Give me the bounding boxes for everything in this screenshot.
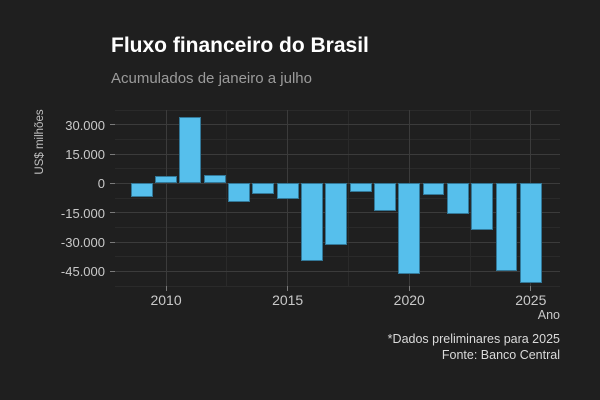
x-tick-2010 bbox=[165, 286, 167, 291]
bar-2022 bbox=[446, 183, 469, 215]
chart-subtitle: Acumulados de janeiro a julho bbox=[111, 70, 312, 87]
y-tick-label-30000: 30.000 bbox=[65, 117, 105, 133]
bar-2010 bbox=[155, 175, 177, 184]
y-tick-label-15000: 15.000 bbox=[65, 147, 105, 162]
y-tick--30000 bbox=[110, 241, 115, 243]
caption-line-preliminary: *Dados preliminares para 2025 bbox=[387, 332, 560, 346]
y-tick-30000 bbox=[110, 124, 115, 126]
y-tick-label-0: 0 bbox=[97, 176, 105, 192]
y-tick-label--45000: -45.000 bbox=[60, 264, 105, 280]
gridline-minor-y bbox=[115, 256, 560, 258]
bar-2015 bbox=[276, 183, 299, 199]
bar-2023 bbox=[471, 183, 494, 230]
x-tick-label-2025: 2025 bbox=[515, 292, 547, 308]
bar-2024 bbox=[495, 183, 518, 271]
x-tick-label-2015: 2015 bbox=[272, 292, 304, 308]
y-tick-0 bbox=[110, 182, 115, 184]
y-tick--45000 bbox=[110, 270, 115, 272]
gridline-minor-x bbox=[469, 110, 471, 286]
gridline-minor-y bbox=[115, 138, 560, 140]
y-tick-label--30000: -30.000 bbox=[60, 235, 105, 250]
gridline-minor-x bbox=[347, 110, 349, 286]
bar-2019 bbox=[373, 183, 396, 212]
gridline-major-x bbox=[165, 110, 167, 286]
y-tick--15000 bbox=[110, 212, 115, 214]
bar-2025 bbox=[519, 183, 542, 283]
x-tick-2025 bbox=[530, 286, 532, 291]
bar-2013 bbox=[228, 183, 250, 203]
x-tick-2020 bbox=[408, 286, 410, 291]
bar-2017 bbox=[325, 183, 348, 245]
y-tick-label--15000: -15.000 bbox=[60, 205, 105, 221]
gridline-minor-y bbox=[115, 109, 560, 111]
caption-line-source: Fonte: Banco Central bbox=[441, 348, 560, 362]
bar-2011 bbox=[179, 116, 202, 184]
y-axis-title: US$ milhões bbox=[34, 109, 46, 175]
gridline-minor-y bbox=[115, 168, 560, 170]
gridline-major-y bbox=[115, 124, 560, 126]
bar-2009 bbox=[130, 183, 153, 197]
bar-2012 bbox=[203, 175, 226, 184]
gridline-major-y bbox=[115, 270, 560, 272]
y-tick-15000 bbox=[110, 153, 115, 155]
gridline-minor-x bbox=[226, 110, 228, 286]
bar-2021 bbox=[422, 183, 445, 195]
gridline-minor-y bbox=[115, 285, 560, 287]
gridline-major-y bbox=[115, 153, 560, 155]
bar-2014 bbox=[252, 183, 275, 194]
x-tick-label-2020: 2020 bbox=[393, 292, 425, 308]
bar-2018 bbox=[349, 183, 372, 192]
bar-2020 bbox=[398, 183, 421, 275]
chart-title: Fluxo financeiro do Brasil bbox=[111, 34, 369, 57]
plot-area bbox=[115, 109, 560, 287]
x-tick-2015 bbox=[287, 286, 289, 291]
bar-2016 bbox=[301, 183, 323, 262]
x-axis-title: Ano bbox=[537, 308, 560, 322]
source-caption: *Dados preliminares para 2025 Fonte: Ban… bbox=[260, 331, 560, 363]
x-tick-label-2010: 2010 bbox=[150, 292, 182, 308]
